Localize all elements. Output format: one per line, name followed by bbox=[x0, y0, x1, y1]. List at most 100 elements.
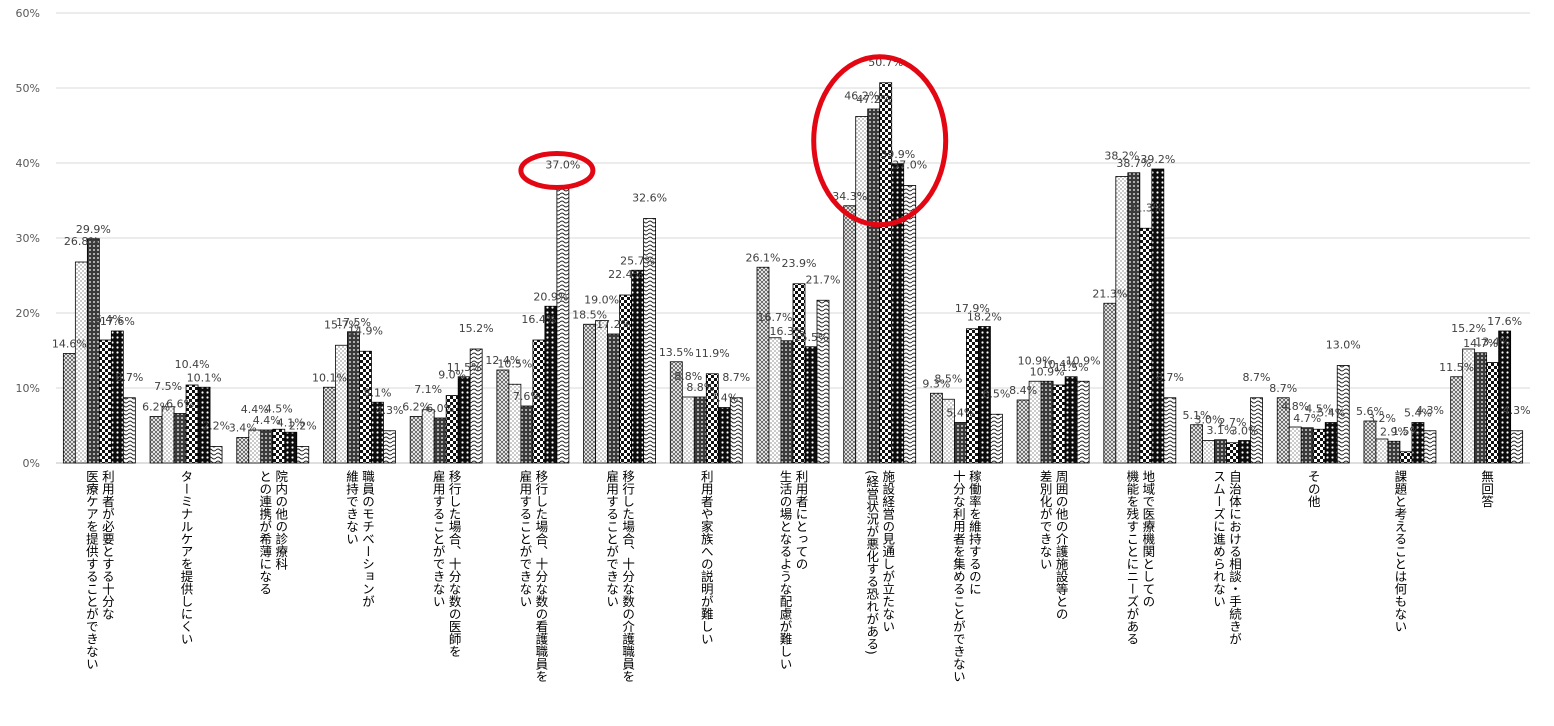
bar bbox=[1312, 428, 1326, 464]
category-label-line: 施設経営の見通しが立たない bbox=[880, 470, 896, 633]
category-label: 移行した場合、十分な数の医師を 雇用することができない bbox=[403, 470, 490, 726]
category-label-line: その他 bbox=[1305, 470, 1321, 508]
category-label-line: との連携が希薄になる bbox=[257, 470, 273, 595]
data-label: 8.7% bbox=[115, 371, 143, 384]
bar bbox=[1238, 440, 1251, 464]
bar bbox=[1040, 380, 1054, 464]
bar bbox=[717, 407, 731, 464]
data-label: 8.7% bbox=[722, 371, 750, 384]
bar bbox=[421, 409, 435, 464]
bar bbox=[161, 406, 175, 464]
bar bbox=[1139, 227, 1153, 464]
bar bbox=[1300, 427, 1314, 464]
data-label: 10.9% bbox=[1018, 354, 1053, 367]
bar bbox=[409, 416, 423, 464]
data-label: 21.3% bbox=[1092, 287, 1127, 300]
bar bbox=[1151, 168, 1165, 464]
data-label: 5.4% bbox=[946, 407, 974, 420]
bar bbox=[768, 337, 782, 464]
bar bbox=[173, 413, 187, 464]
data-label: 47.2% bbox=[856, 93, 891, 106]
bar bbox=[595, 320, 608, 464]
data-label: 10.4% bbox=[175, 358, 210, 371]
data-label: 16.4% bbox=[88, 313, 123, 326]
bar bbox=[433, 417, 447, 464]
bar bbox=[520, 405, 534, 464]
bar bbox=[248, 429, 262, 464]
category-label-line: 差別化ができない bbox=[1037, 470, 1053, 570]
bar bbox=[879, 82, 893, 464]
category-label-line: 院内の他の診療科 bbox=[273, 470, 289, 570]
data-label: 2.9% bbox=[1380, 425, 1408, 438]
bar bbox=[1016, 399, 1030, 464]
data-label: 2.2% bbox=[289, 420, 317, 433]
bar bbox=[469, 348, 483, 464]
bar bbox=[98, 339, 112, 464]
category-label-line: (経営状況が悪化する恐れがある) bbox=[864, 470, 880, 655]
y-tick-label: 10% bbox=[16, 382, 40, 395]
bar bbox=[891, 163, 905, 464]
data-label: 38.2% bbox=[1104, 150, 1139, 163]
data-label: 39.9% bbox=[880, 148, 915, 161]
data-label: 9.3% bbox=[922, 377, 950, 390]
bar bbox=[1387, 440, 1401, 464]
bar bbox=[867, 108, 881, 464]
data-label: 8.7% bbox=[1243, 371, 1271, 384]
data-label: 8.8% bbox=[674, 370, 702, 383]
data-label: 14.9% bbox=[348, 324, 383, 337]
data-label: 8.8% bbox=[686, 381, 714, 394]
bar bbox=[954, 422, 967, 464]
bar bbox=[780, 340, 794, 464]
data-label: 6.5% bbox=[982, 387, 1010, 400]
bar bbox=[1375, 438, 1389, 464]
bar bbox=[1336, 365, 1350, 464]
bar bbox=[816, 299, 830, 464]
bar bbox=[978, 326, 991, 464]
bar bbox=[359, 350, 372, 464]
data-label: 46.2% bbox=[844, 90, 879, 103]
bar bbox=[1288, 426, 1302, 464]
data-label: 8.7% bbox=[1156, 371, 1184, 384]
data-label: 34.3% bbox=[832, 190, 867, 203]
data-label: 4.4% bbox=[241, 403, 269, 416]
category-label-line: 周囲の他の介護施設等との bbox=[1053, 470, 1069, 620]
data-label: 11.5% bbox=[447, 361, 482, 374]
data-label: 6.6% bbox=[166, 398, 194, 411]
category-label: 地域で医療機関としての 機能を残すことにニーズがある bbox=[1096, 470, 1183, 726]
y-tick-label: 40% bbox=[16, 157, 40, 170]
category-label-line: 地域で医療機関としての bbox=[1140, 470, 1156, 608]
category-label-line: 雇用することができない bbox=[604, 470, 620, 608]
category-label-line: 無回答 bbox=[1479, 470, 1495, 508]
data-label: 29.9% bbox=[76, 223, 111, 236]
data-label: 7.5% bbox=[154, 380, 182, 393]
data-label: 26.1% bbox=[746, 251, 781, 264]
category-label-line: 移行した場合、十分な数の看護職員を bbox=[533, 470, 549, 683]
data-label: 10.1% bbox=[312, 371, 347, 384]
bar bbox=[1214, 439, 1227, 464]
data-label: 23.9% bbox=[782, 257, 817, 270]
data-label: 4.4% bbox=[253, 414, 281, 427]
bar bbox=[792, 283, 806, 464]
data-label: 4.1% bbox=[277, 416, 305, 429]
data-label: 31.3% bbox=[1128, 201, 1163, 214]
bar bbox=[1052, 384, 1066, 464]
data-label: 15.7% bbox=[324, 318, 359, 331]
data-label: 37.0% bbox=[892, 159, 927, 172]
category-label-line: ターミナルケアを提供しにくい bbox=[178, 470, 194, 645]
category-label: 移行した場合、十分な数の介護職員を 雇用することができない bbox=[576, 470, 663, 726]
bar bbox=[323, 386, 336, 464]
data-label: 13.5% bbox=[659, 346, 694, 359]
category-label-line: 生活の場となるような配慮が難しい bbox=[777, 470, 793, 670]
data-label: 5.6% bbox=[1356, 405, 1384, 418]
data-label: 4.8% bbox=[1281, 400, 1309, 413]
y-tick-label: 20% bbox=[16, 307, 40, 320]
bar bbox=[197, 386, 211, 464]
bar bbox=[930, 392, 943, 464]
bar bbox=[1474, 352, 1488, 464]
data-label: 4.3% bbox=[1503, 404, 1531, 417]
bar bbox=[383, 430, 396, 464]
bar bbox=[122, 397, 136, 464]
data-label: 6.2% bbox=[142, 401, 170, 414]
bar bbox=[1190, 424, 1203, 464]
data-label: 26.8% bbox=[64, 235, 99, 248]
